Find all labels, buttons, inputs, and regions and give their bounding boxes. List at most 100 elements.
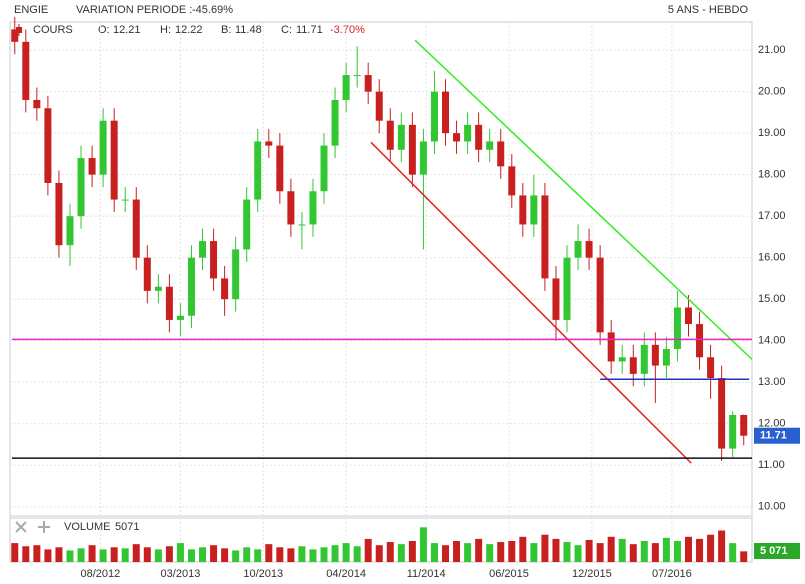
volume-bar bbox=[596, 543, 604, 562]
candle-body bbox=[718, 378, 726, 449]
volume-bar bbox=[453, 541, 461, 562]
legend-series: COURS bbox=[33, 24, 73, 36]
volume-bar bbox=[585, 539, 593, 562]
candle-body bbox=[11, 29, 19, 42]
low-label: B: bbox=[221, 24, 231, 36]
candle-body bbox=[419, 141, 427, 175]
volume-bar bbox=[210, 545, 218, 562]
candle-body bbox=[397, 124, 405, 150]
volume-bar bbox=[265, 544, 273, 562]
volume-bar bbox=[563, 542, 571, 562]
volume-bar bbox=[199, 547, 207, 562]
volume-bar bbox=[397, 544, 405, 562]
volume-bar bbox=[187, 549, 195, 562]
candle-body bbox=[684, 307, 692, 325]
volume-bar bbox=[618, 538, 626, 562]
candle-body bbox=[497, 141, 505, 167]
y-tick-label: 19.00 bbox=[758, 127, 786, 139]
volume-bar bbox=[684, 536, 692, 562]
y-tick-label: 10.00 bbox=[758, 501, 786, 513]
candle-body bbox=[165, 286, 173, 320]
change: -3.70% bbox=[330, 24, 365, 36]
x-tick-label: 07/2016 bbox=[652, 568, 692, 580]
legend-icon bbox=[16, 27, 22, 33]
volume-bar bbox=[607, 536, 615, 562]
candle-body bbox=[99, 120, 107, 175]
volume-bar bbox=[629, 544, 637, 562]
volume-bar bbox=[430, 543, 438, 562]
candle-body bbox=[508, 166, 516, 196]
candle-body bbox=[66, 216, 74, 246]
trend-line bbox=[370, 141, 692, 464]
volume-bar bbox=[320, 547, 328, 562]
volume-bar bbox=[143, 547, 151, 562]
volume-bar bbox=[287, 548, 295, 562]
high-value: 12.22 bbox=[175, 24, 203, 36]
candle-body bbox=[651, 344, 659, 366]
candle-body bbox=[265, 141, 273, 146]
move-icon[interactable] bbox=[38, 521, 50, 533]
candle-body bbox=[519, 195, 527, 225]
candle-body bbox=[199, 241, 207, 258]
y-tick-label: 20.00 bbox=[758, 86, 786, 98]
candle-body bbox=[430, 91, 438, 142]
volume-bar bbox=[243, 547, 251, 562]
low-value: 11.48 bbox=[235, 24, 262, 36]
high-label: H: bbox=[160, 24, 171, 36]
candle-body bbox=[707, 357, 715, 379]
volume-bar bbox=[11, 543, 19, 562]
volume-bar bbox=[121, 548, 129, 562]
volume-bar bbox=[651, 543, 659, 562]
volume-bar bbox=[552, 538, 560, 562]
candle-body bbox=[574, 241, 582, 258]
x-tick-label: 10/2013 bbox=[243, 568, 283, 580]
candle-body bbox=[110, 120, 118, 200]
y-tick-label: 11.00 bbox=[758, 459, 785, 471]
candle-body bbox=[607, 332, 615, 362]
volume-bar bbox=[442, 545, 450, 562]
x-tick-label: 06/2015 bbox=[489, 568, 529, 580]
candle-body bbox=[243, 199, 251, 250]
volume-bar bbox=[66, 550, 74, 562]
candle-body bbox=[740, 414, 748, 436]
volume-badge-label: 5 071 bbox=[760, 545, 788, 557]
volume-bar bbox=[221, 548, 229, 562]
candle-body bbox=[55, 182, 63, 246]
candle-body bbox=[143, 257, 151, 291]
candle-body bbox=[298, 224, 306, 226]
volume-bar bbox=[696, 538, 704, 562]
y-tick-label: 17.00 bbox=[758, 210, 786, 222]
close-icon[interactable] bbox=[15, 521, 27, 533]
candle-body bbox=[475, 124, 483, 150]
volume-bar bbox=[486, 544, 494, 562]
volume-bar bbox=[475, 538, 483, 562]
candle-body bbox=[287, 191, 295, 225]
candle-body bbox=[596, 257, 604, 333]
candle-body bbox=[33, 99, 41, 109]
volume-bar bbox=[22, 546, 30, 562]
volume-bar bbox=[508, 541, 516, 562]
volume-bar bbox=[707, 534, 715, 562]
x-tick-label: 03/2013 bbox=[161, 568, 201, 580]
candle-body bbox=[640, 344, 648, 374]
candle-body bbox=[486, 141, 494, 150]
volume-bar bbox=[519, 536, 527, 562]
candle-body bbox=[662, 348, 670, 366]
candle-body bbox=[132, 199, 140, 258]
candle-body bbox=[563, 257, 571, 320]
candle-body bbox=[176, 315, 184, 320]
volume-bar bbox=[331, 545, 339, 562]
y-tick-label: 13.00 bbox=[758, 376, 786, 388]
candle-body bbox=[541, 195, 549, 279]
volume-bar bbox=[276, 547, 284, 562]
candle-body bbox=[453, 133, 461, 142]
candle-body bbox=[353, 75, 361, 77]
variation: -45.69% bbox=[192, 4, 233, 16]
period: 5 ANS - HEBDO bbox=[668, 4, 749, 16]
candle-body bbox=[276, 145, 284, 192]
volume-bar bbox=[541, 534, 549, 562]
candle-body bbox=[386, 120, 394, 150]
candle-body bbox=[221, 278, 229, 300]
volume-bar bbox=[353, 546, 361, 562]
candle-body bbox=[331, 99, 339, 146]
